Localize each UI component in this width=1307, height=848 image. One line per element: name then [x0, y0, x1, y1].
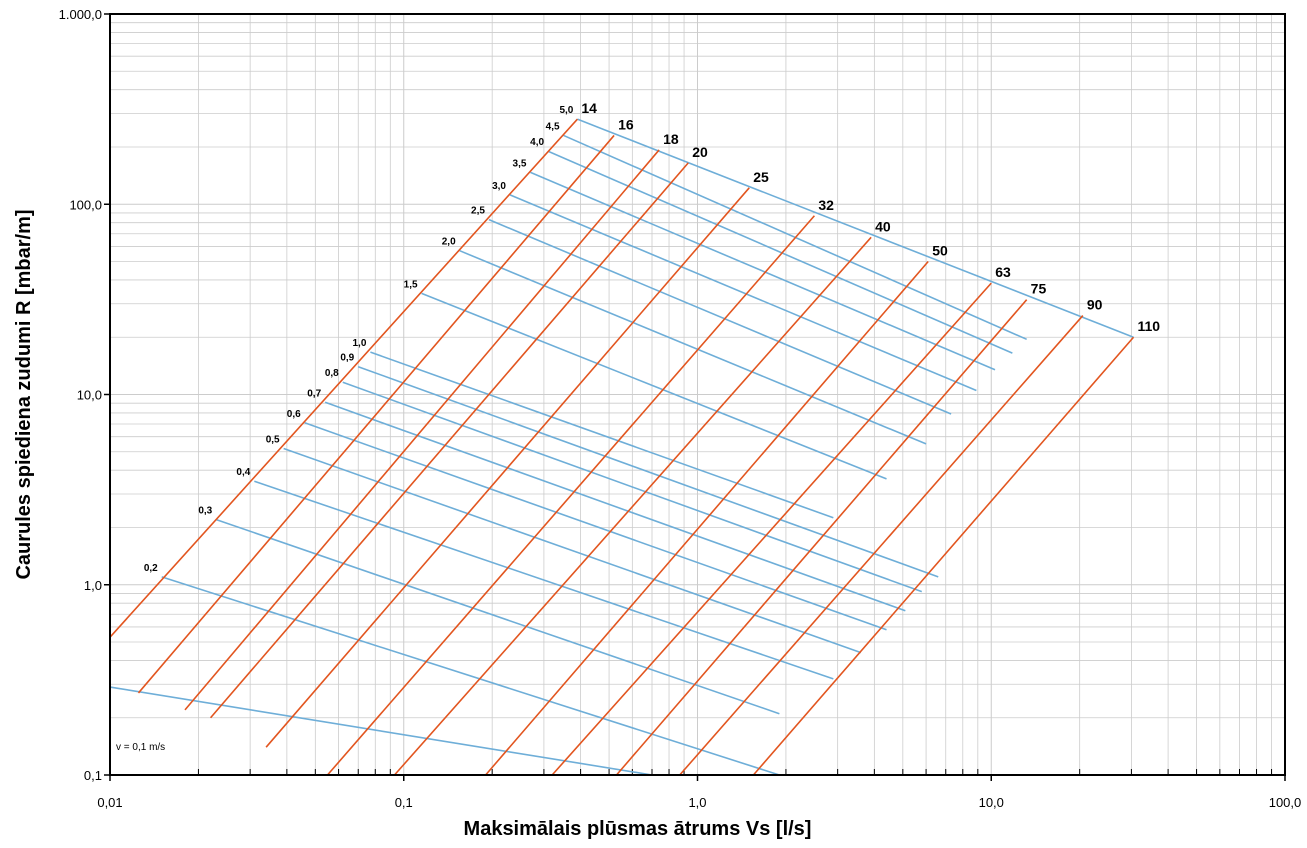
pipe-label-16: 16: [618, 116, 634, 132]
x-tick-label: 10,0: [979, 795, 1004, 810]
pipe-line-110: [752, 336, 1135, 776]
pipe-line-20: [209, 162, 689, 719]
velocity-label-0-3: 0,3: [198, 506, 212, 517]
y-tick-label: 100,0: [69, 197, 102, 212]
pipe-line-40: [393, 236, 872, 776]
pipe-label-90: 90: [1087, 297, 1103, 313]
velocity-label-2-5: 2,5: [471, 206, 485, 217]
pipe-diameter-lines: [109, 118, 1135, 776]
velocity-label-0-2: 0,2: [144, 563, 158, 574]
velocity-label-1-5: 1,5: [404, 279, 418, 290]
pipe-line-50: [485, 260, 929, 776]
x-tick-label: 0,01: [97, 795, 122, 810]
x-tick-labels: 0,01 0,1 1,0 10,0 100,0: [97, 795, 1301, 810]
velocity-lines: [109, 118, 1134, 776]
velocity-line-0-6: [304, 422, 887, 631]
y-tick-label: 0,1: [84, 768, 102, 783]
pipe-line-25: [265, 187, 750, 748]
y-tick-label: 10,0: [77, 388, 102, 403]
velocity-line-4-0: [547, 150, 1013, 354]
y-axis-title: Caurules spiediena zudumi R [mbar/m]: [13, 209, 35, 579]
velocity-label-4-0: 4,0: [530, 137, 544, 148]
pipe-label-40: 40: [875, 218, 891, 234]
pipe-line-16: [137, 134, 615, 694]
velocity-line-0-3: [215, 518, 780, 715]
velocity-label-2-0: 2,0: [442, 237, 456, 248]
velocity-line-0-5: [283, 447, 862, 654]
x-axis-title: Maksimālais plūsmas ātrums Vs [l/s]: [464, 818, 812, 840]
velocity-label-0-7: 0,7: [307, 388, 321, 399]
pipe-label-25: 25: [753, 169, 769, 185]
pipe-label-50: 50: [932, 243, 948, 259]
velocity-label-0-6: 0,6: [287, 409, 301, 420]
velocity-label-0-4: 0,4: [236, 467, 250, 478]
velocity-line-1-5: [421, 292, 887, 480]
velocity-line-2-0: [459, 249, 927, 445]
velocity-note: v = 0,1 m/s: [116, 742, 165, 753]
grid-major: [104, 13, 1286, 781]
x-tick-label: 1,0: [688, 795, 706, 810]
velocity-label-3-0: 3,0: [492, 181, 506, 192]
velocity-line-0-1: [109, 686, 653, 776]
pipe-label-18: 18: [663, 131, 679, 147]
velocity-line-0-7: [324, 401, 906, 612]
velocity-line-0-8: [342, 381, 923, 593]
pipe-line-75: [615, 299, 1028, 776]
velocity-line-1-0: [370, 351, 834, 519]
velocity-line-0-9: [357, 365, 939, 578]
velocity-label-0-8: 0,8: [325, 368, 339, 379]
pipe-line-90: [679, 315, 1084, 776]
pipe-label-20: 20: [692, 144, 708, 160]
velocity-line-3-5: [530, 171, 996, 371]
velocity-line-3-0: [509, 194, 977, 392]
pipe-label-75: 75: [1031, 281, 1047, 297]
velocity-line-0-2: [161, 576, 780, 776]
pipe-label-110: 110: [1138, 318, 1161, 334]
y-tick-labels: 0,1 1,0 10,0 100,0 1.000,0: [59, 7, 102, 783]
pipe-line-18: [184, 149, 660, 711]
pipe-line-14: [109, 118, 578, 638]
y-tick-label: 1,0: [84, 578, 102, 593]
pipe-line-32: [326, 215, 815, 776]
velocity-label-0-5: 0,5: [266, 435, 280, 446]
velocity-label-5-0: 5,0: [559, 105, 573, 116]
x-tick-label: 100,0: [1269, 795, 1302, 810]
plot-frame: [109, 13, 1286, 776]
x-tick-label: 0,1: [395, 795, 413, 810]
pipe-line-63: [551, 282, 992, 776]
pipe-label-63: 63: [995, 264, 1011, 280]
y-tick-label: 1.000,0: [59, 7, 102, 22]
velocity-label-0-9: 0,9: [340, 353, 354, 364]
pipe-label-14: 14: [581, 100, 597, 116]
velocity-line-5-0: [577, 118, 1134, 338]
velocity-label-4-5: 4,5: [546, 121, 560, 132]
pipe-label-32: 32: [818, 197, 834, 213]
velocity-line-2-5: [488, 218, 952, 415]
velocity-label-3-5: 3,5: [513, 158, 527, 169]
velocity-label-1-0: 1,0: [353, 338, 367, 349]
series-labels: 14 16 18 20 25 32 40 50 63 75 90 110 0,2 0,3 0,4 0,5 0,6…: [144, 100, 1160, 574]
